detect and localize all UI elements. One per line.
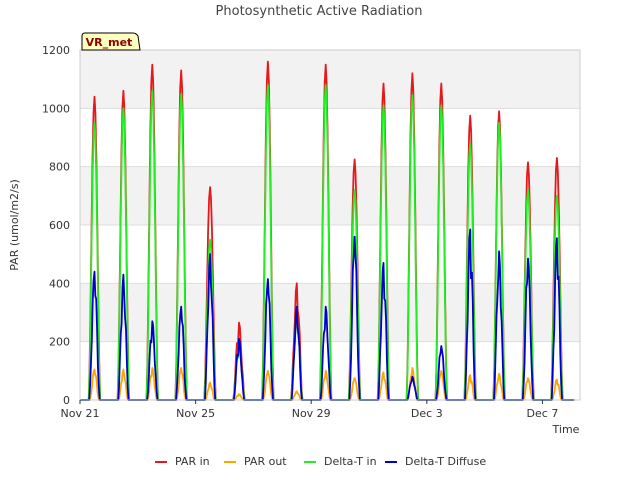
y-tick-labels: 0 200 400 600 800 1000 1200 [42,44,70,407]
y-tick-label: 200 [49,336,70,349]
legend-item-par_out: PAR out [224,455,287,468]
series-lines [80,60,575,401]
legend-item-delta_in: Delta-T in [304,455,377,468]
x-axis-label: Time [552,423,580,436]
badge-label: VR_met [86,36,133,49]
series-diffuse [80,228,575,401]
legend-item-diffuse: Delta-T Diffuse [385,455,486,468]
y-tick-label: 600 [49,219,70,232]
legend-label: Delta-T in [324,455,377,468]
band [80,50,580,109]
x-tick-label: Nov 25 [176,407,215,420]
plot-frame [79,49,581,401]
chart-title: Photosynthetic Active Radiation [216,4,423,19]
x-tick-labels: Nov 21 Nov 25 Nov 29 Dec 3 Dec 7 [61,400,559,420]
x-tick-label: Dec 7 [527,407,559,420]
series-par_out [80,366,575,401]
y-tick-label: 1200 [42,44,70,57]
x-tick-label: Nov 29 [292,407,331,420]
x-tick-label: Dec 3 [411,407,443,420]
legend-item-par_in: PAR in [155,455,210,468]
x-tick-label: Nov 21 [61,407,100,420]
badge-box [81,32,141,51]
y-tick-label: 1000 [42,102,70,115]
series-delta_in [80,84,575,401]
y-axis-label: PAR (umol/m2/s) [8,179,21,271]
y-tick-label: 800 [49,161,70,174]
y-tick-label: 400 [49,277,70,290]
legend-label: PAR in [175,455,210,468]
station-badge: VR_met [81,32,141,51]
legend-label: PAR out [244,455,287,468]
y-tick-label: 0 [63,394,70,407]
legend: PAR in PAR out Delta-T in Delta-T Diffuse [155,455,486,468]
legend-label: Delta-T Diffuse [405,455,486,468]
